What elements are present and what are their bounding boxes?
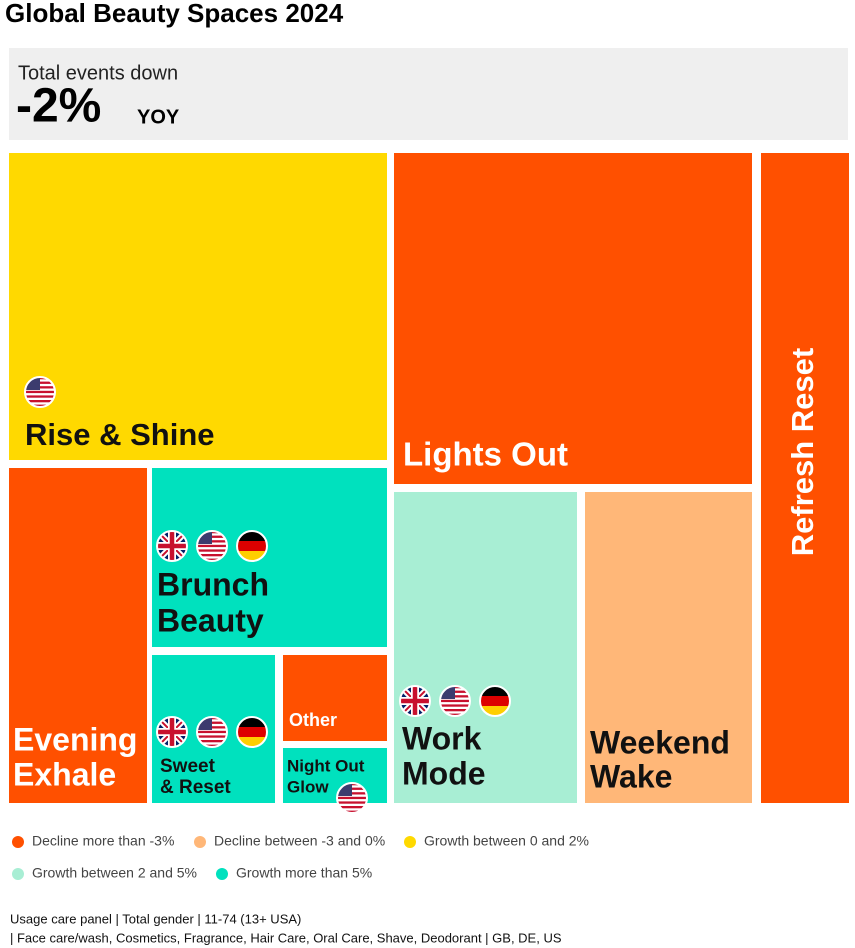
legend-label: Decline between -3 and 0% bbox=[214, 833, 385, 849]
flag-us bbox=[439, 685, 471, 717]
tile bbox=[9, 153, 387, 460]
tile-label: Mode bbox=[402, 755, 486, 791]
tile-label: Wake bbox=[590, 758, 672, 794]
tile-label: Sweet bbox=[160, 756, 216, 777]
tile-label: & Reset bbox=[160, 777, 231, 798]
tile bbox=[283, 655, 387, 741]
tile-label: Exhale bbox=[13, 756, 116, 792]
legend-label: Growth between 2 and 5% bbox=[32, 865, 197, 881]
legend-label: Growth between 0 and 2% bbox=[424, 833, 589, 849]
legend-swatch bbox=[404, 836, 416, 848]
flag-us bbox=[24, 376, 56, 408]
tile-label: Refresh Reset bbox=[785, 348, 820, 556]
legend-swatch bbox=[194, 836, 206, 848]
tile-label: Brunch bbox=[157, 566, 269, 602]
legend-label: Decline more than -3% bbox=[32, 833, 174, 849]
tile bbox=[394, 492, 577, 803]
tile-label: Lights Out bbox=[403, 436, 568, 473]
tile bbox=[9, 468, 147, 803]
flag-us bbox=[336, 782, 368, 814]
tile-label: Rise & Shine bbox=[25, 417, 215, 452]
legend-swatch bbox=[12, 836, 24, 848]
flag-de bbox=[236, 530, 268, 562]
tile-label: Evening bbox=[13, 721, 137, 757]
tile-label: Other bbox=[289, 710, 337, 730]
tile bbox=[761, 153, 849, 803]
legend-swatch bbox=[12, 868, 24, 880]
tile-label: Glow bbox=[287, 777, 329, 796]
summary-unit: YOY bbox=[137, 106, 180, 128]
tile-label: Weekend bbox=[590, 724, 730, 760]
tile-label: Night Out bbox=[287, 756, 365, 775]
flag-uk bbox=[156, 716, 188, 748]
tile bbox=[152, 468, 387, 647]
flag-us bbox=[196, 716, 228, 748]
flag-de bbox=[236, 716, 268, 748]
flag-uk bbox=[156, 530, 188, 562]
legend-swatch bbox=[216, 868, 228, 880]
summary-value: -2% bbox=[16, 80, 101, 133]
summary-label: Total events down bbox=[18, 62, 178, 84]
flag-uk bbox=[399, 685, 431, 717]
footnote: | Face care/wash, Cosmetics, Fragrance, … bbox=[10, 930, 562, 945]
tile bbox=[585, 492, 752, 803]
tile-label: Beauty bbox=[157, 602, 264, 638]
tile bbox=[283, 748, 387, 803]
tile bbox=[394, 153, 752, 484]
legend-label: Growth more than 5% bbox=[236, 865, 372, 881]
flag-us bbox=[196, 530, 228, 562]
flag-de bbox=[479, 685, 511, 717]
tile-label: Work bbox=[402, 720, 482, 756]
footnote: Usage care panel | Total gender | 11-74 … bbox=[10, 911, 301, 926]
title: Global Beauty Spaces 2024 bbox=[5, 0, 344, 28]
summary-box bbox=[9, 48, 848, 140]
